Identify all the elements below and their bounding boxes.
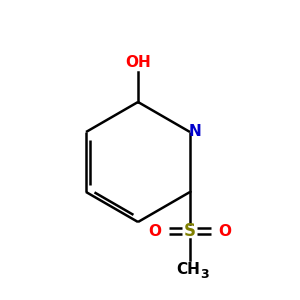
Text: 3: 3 bbox=[200, 268, 209, 281]
Text: S: S bbox=[184, 222, 196, 240]
Text: OH: OH bbox=[125, 55, 151, 70]
Text: O: O bbox=[219, 224, 232, 238]
Text: N: N bbox=[189, 124, 202, 140]
Text: O: O bbox=[148, 224, 161, 238]
Text: CH: CH bbox=[176, 262, 200, 278]
